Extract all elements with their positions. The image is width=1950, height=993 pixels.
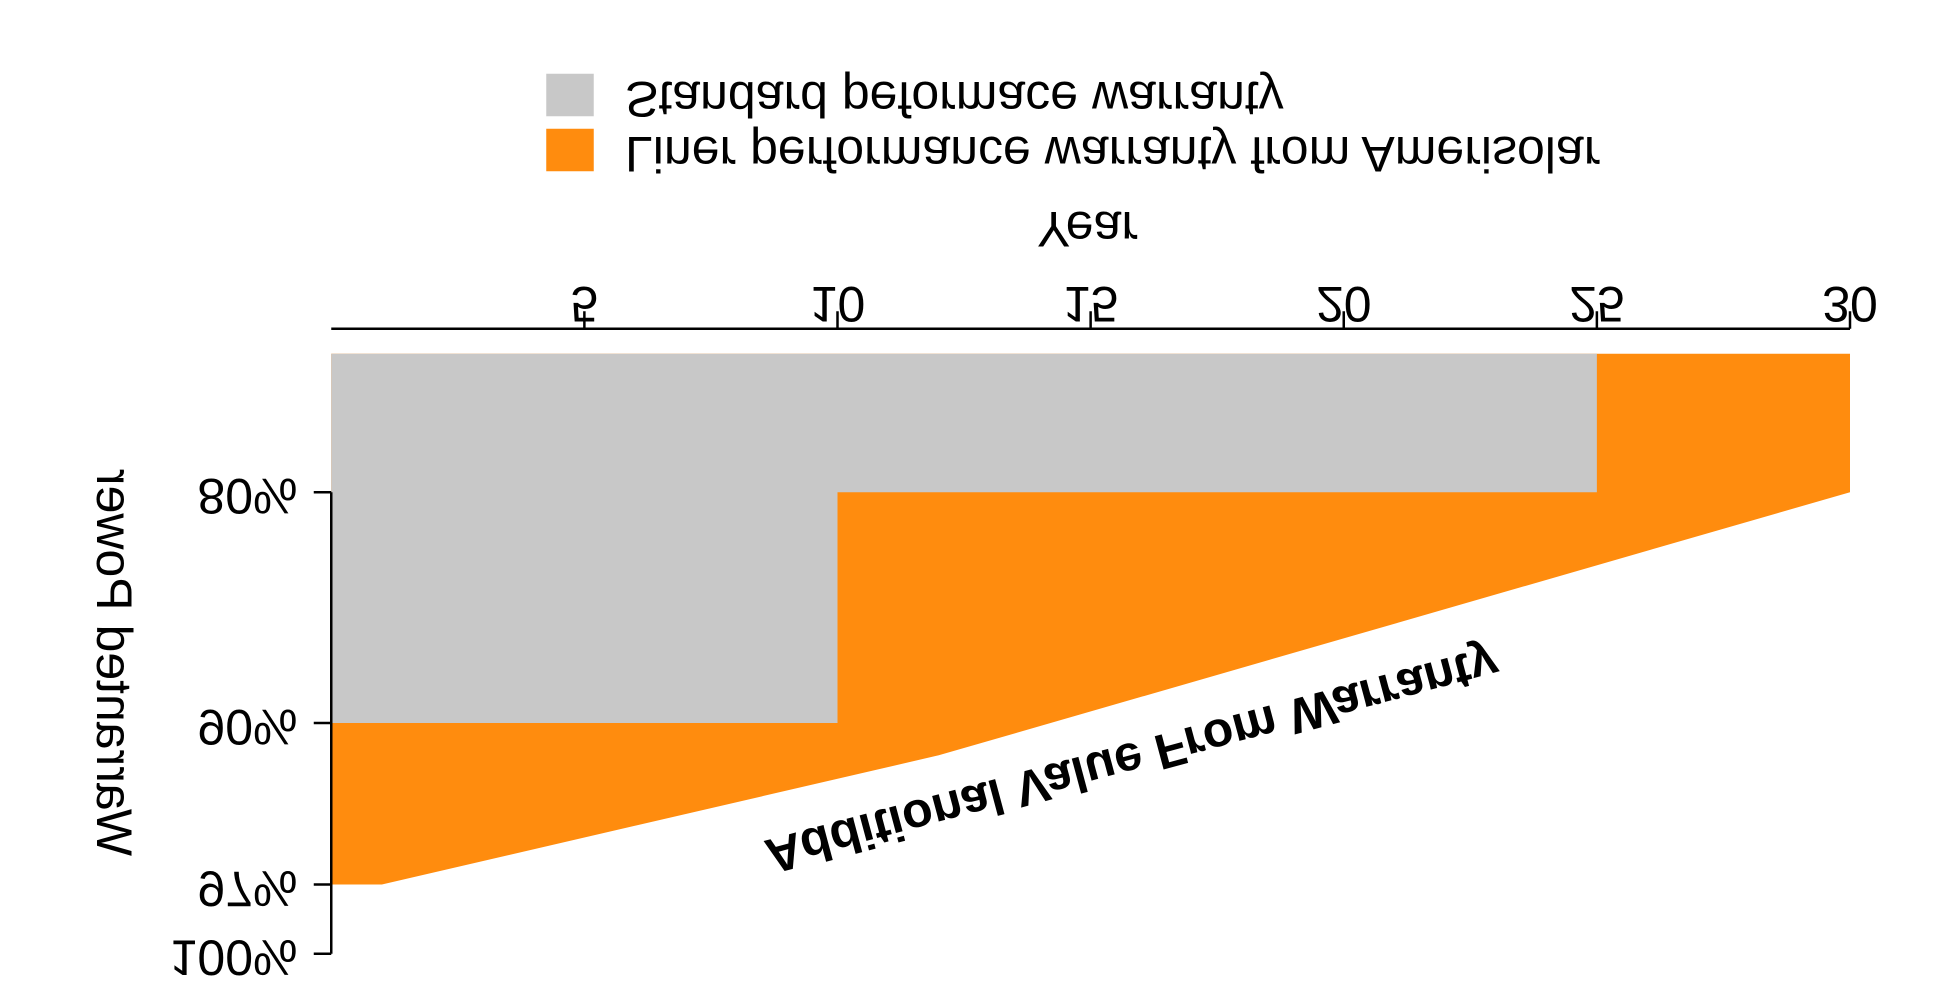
area	[331, 353, 1597, 723]
x-tick-label: 5	[570, 276, 598, 332]
legend-label: Liner performance warranty from Amerisol…	[625, 126, 1600, 182]
y-tick-label: 90%	[197, 699, 297, 755]
x-tick-label: 20	[1316, 276, 1372, 332]
x-tick-label: 10	[810, 276, 866, 332]
x-tick-label: 15	[1063, 276, 1119, 332]
legend-label: Standard peformace warranty	[625, 71, 1284, 127]
x-axis-title: Year	[1037, 201, 1138, 257]
y-axis-title: Warranted Power	[86, 469, 142, 856]
legend-swatch	[546, 128, 594, 172]
x-tick-label: 30	[1822, 276, 1878, 332]
x-tick-label: 25	[1569, 276, 1625, 332]
y-tick-label: 97%	[197, 860, 297, 916]
legend-swatch	[546, 73, 594, 117]
plot-root: 5 10 15 20 25 30 Year 100% 97% 90% 80% Warranted Po…	[86, 71, 1878, 986]
y-tick-label: 80%	[197, 468, 297, 524]
y-tick-label: 100%	[170, 930, 298, 986]
